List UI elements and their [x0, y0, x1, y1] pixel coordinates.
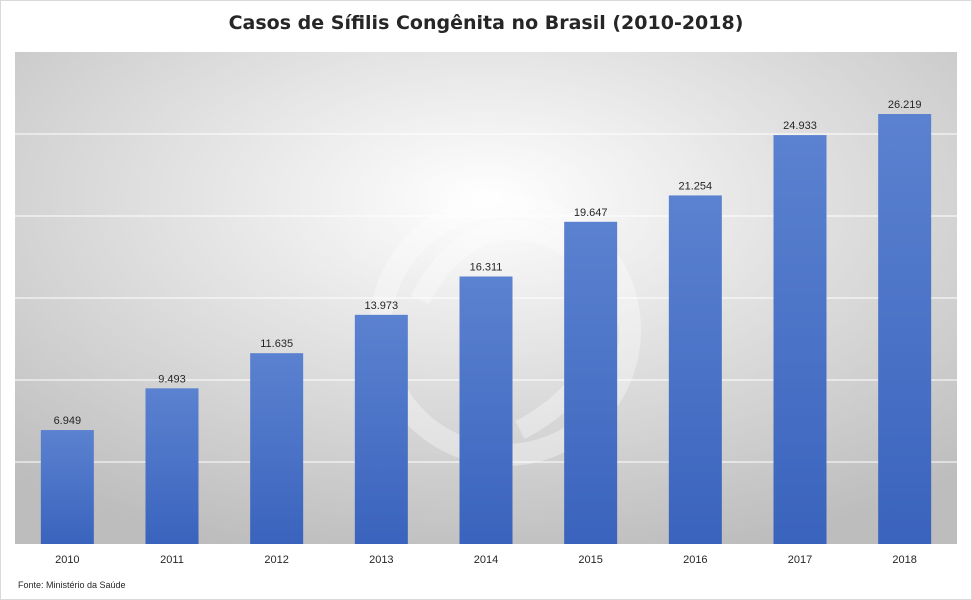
data-label-2014: 16.311 — [470, 261, 503, 273]
x-tick-label-2010: 2010 — [55, 554, 79, 566]
data-label-2018: 26.219 — [888, 99, 922, 111]
x-tick-label-2016: 2016 — [683, 554, 707, 566]
source-note: Fonte: Ministério da Saúde — [18, 580, 126, 590]
data-label-2013: 13.973 — [365, 300, 399, 312]
bar-2018 — [878, 114, 932, 545]
data-label-2011: 9.493 — [158, 373, 186, 385]
bar-2013 — [354, 314, 408, 544]
x-tick-label-2017: 2017 — [788, 554, 812, 566]
chart-title: Casos de Sífilis Congênita no Brasil (20… — [228, 12, 744, 34]
bar-2010 — [40, 430, 94, 544]
x-tick-label-2014: 2014 — [474, 554, 498, 566]
data-label-2012: 11.635 — [260, 338, 293, 350]
data-label-2016: 21.254 — [679, 180, 713, 192]
data-label-2010: 6.949 — [54, 415, 82, 427]
bar-2012 — [250, 353, 304, 544]
data-label-2015: 19.647 — [574, 207, 608, 219]
x-tick-label-2013: 2013 — [369, 554, 393, 566]
bar-2014 — [459, 276, 513, 544]
x-tick-label-2012: 2012 — [264, 554, 288, 566]
bar-2011 — [145, 388, 199, 544]
bar-2017 — [773, 135, 827, 544]
x-tick-label-2011: 2011 — [160, 554, 184, 566]
x-tick-label-2015: 2015 — [578, 554, 602, 566]
bar-2016 — [668, 195, 722, 545]
data-label-2017: 24.933 — [783, 120, 817, 132]
x-tick-label-2018: 2018 — [892, 554, 916, 566]
bar-2015 — [564, 221, 618, 545]
